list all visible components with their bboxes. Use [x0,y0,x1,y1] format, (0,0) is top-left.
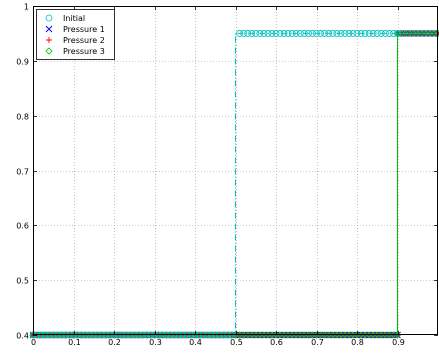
y-tick-label: 0.7 [16,168,29,177]
x-tick-label: 0.2 [108,338,121,347]
circle-marker [268,30,276,37]
legend-label: Pressure 2 [63,36,105,45]
x-tick-label: 0.6 [270,338,283,347]
circle-marker [333,30,341,37]
circle-marker [240,30,248,37]
x-marker [45,25,53,33]
circle-marker [260,30,268,37]
circle-marker [272,30,280,37]
axis-ticks: 0 0.1 0.2 0.3 0.4 0.5 0.6 0.7 0.8 0.9 0.4 0.5 0.6 0.7… [16,3,438,347]
circle-marker [373,30,381,37]
circle-marker [292,30,300,37]
circle-marker [264,30,272,37]
y-tick-label: 0.9 [16,58,29,67]
x-tick-label: 0.1 [68,338,81,347]
circle-marker [304,30,312,37]
x-tick-label: 0.5 [230,338,243,347]
plus-marker [46,37,52,43]
circle-marker [361,30,369,37]
circle-marker [390,30,397,37]
circle-marker [349,30,357,37]
circle-marker [329,30,337,37]
circle-marker [300,30,308,37]
circle-marker [381,30,389,37]
y-tick-label: 0.8 [16,113,29,122]
circle-marker [236,30,243,37]
y-tick-label: 0.6 [16,222,29,231]
legend: Initial Pressure 1 Pressure 2 Pressure 3 [36,9,115,60]
circle-marker [365,30,373,37]
diamond-marker [45,47,53,55]
x-tick-label: 0.7 [311,338,324,347]
circle-marker [369,30,377,37]
circle-marker [317,30,324,37]
legend-label: Pressure 1 [63,25,105,34]
circle-marker [256,30,264,37]
legend-label: Pressure 3 [63,47,105,56]
circle-marker [341,30,349,37]
circle-marker [353,30,361,37]
circle-marker [252,30,260,37]
circle-marker [309,30,316,37]
plot-frame [33,6,438,335]
circle-marker [296,30,304,37]
circle-marker [276,30,284,37]
circle-marker [337,30,345,37]
circle-marker [394,30,401,37]
circle-marker [345,30,353,37]
circle-marker [288,30,296,37]
circle-marker [385,30,393,37]
circle-marker [321,30,329,37]
y-tick-label: 0.4 [16,332,29,341]
x-tick-label: 0 [31,338,36,347]
circle-marker [45,14,53,22]
circle-marker [284,30,292,37]
y-tick-label: 0.5 [16,277,29,286]
y-tick-label: 1 [24,3,29,12]
grid-lines [33,6,438,335]
circle-marker [357,30,365,37]
x-tick-label: 0.8 [351,338,364,347]
x-tick-label: 0.4 [189,338,202,347]
circle-marker [248,30,256,37]
circle-marker [313,30,320,37]
x-tick-label: 0.9 [392,338,405,347]
circle-marker [325,30,333,37]
circle-marker [280,30,288,37]
legend-label: Initial [63,14,85,23]
x-tick-label: 0.3 [149,338,162,347]
legend-box [36,9,115,60]
circle-marker [244,30,252,37]
circle-marker [377,30,385,37]
